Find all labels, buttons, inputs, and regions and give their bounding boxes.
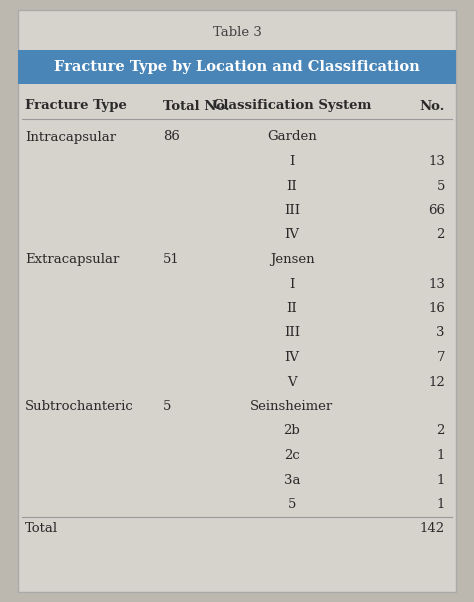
Text: Fracture Type by Location and Classification: Fracture Type by Location and Classifica… — [54, 60, 420, 74]
Text: 3: 3 — [437, 326, 445, 340]
Text: No.: No. — [419, 99, 445, 113]
Text: II: II — [287, 302, 297, 315]
Text: 1: 1 — [437, 474, 445, 486]
Text: 2b: 2b — [283, 424, 301, 438]
Text: 13: 13 — [428, 155, 445, 168]
Text: 5: 5 — [163, 400, 172, 413]
Text: Total: Total — [25, 523, 58, 536]
Text: 16: 16 — [428, 302, 445, 315]
Text: Classification System: Classification System — [213, 99, 371, 113]
Text: 12: 12 — [428, 376, 445, 388]
Text: 3a: 3a — [284, 474, 300, 486]
Text: 7: 7 — [437, 351, 445, 364]
Text: 2c: 2c — [284, 449, 300, 462]
Text: Extracapsular: Extracapsular — [25, 253, 119, 266]
Text: I: I — [289, 155, 295, 168]
Text: I: I — [289, 278, 295, 291]
Text: 51: 51 — [163, 253, 180, 266]
Text: II: II — [287, 179, 297, 193]
Text: III: III — [284, 326, 300, 340]
Bar — [18, 50, 456, 84]
Text: IV: IV — [284, 229, 300, 241]
Text: 1: 1 — [437, 498, 445, 511]
Text: Jensen: Jensen — [270, 253, 314, 266]
Text: 86: 86 — [163, 131, 180, 143]
Text: III: III — [284, 204, 300, 217]
Text: Total No.: Total No. — [163, 99, 229, 113]
Text: Subtrochanteric: Subtrochanteric — [25, 400, 134, 413]
Text: 66: 66 — [428, 204, 445, 217]
Text: Table 3: Table 3 — [212, 25, 262, 39]
Text: 13: 13 — [428, 278, 445, 291]
Text: 1: 1 — [437, 449, 445, 462]
Text: 5: 5 — [437, 179, 445, 193]
Text: IV: IV — [284, 351, 300, 364]
Text: Intracapsular: Intracapsular — [25, 131, 116, 143]
Text: Fracture Type: Fracture Type — [25, 99, 127, 113]
Text: 2: 2 — [437, 424, 445, 438]
Text: V: V — [287, 376, 297, 388]
Text: 142: 142 — [420, 523, 445, 536]
Text: 5: 5 — [288, 498, 296, 511]
Text: Seinsheimer: Seinsheimer — [250, 400, 334, 413]
Text: 2: 2 — [437, 229, 445, 241]
Text: Garden: Garden — [267, 131, 317, 143]
